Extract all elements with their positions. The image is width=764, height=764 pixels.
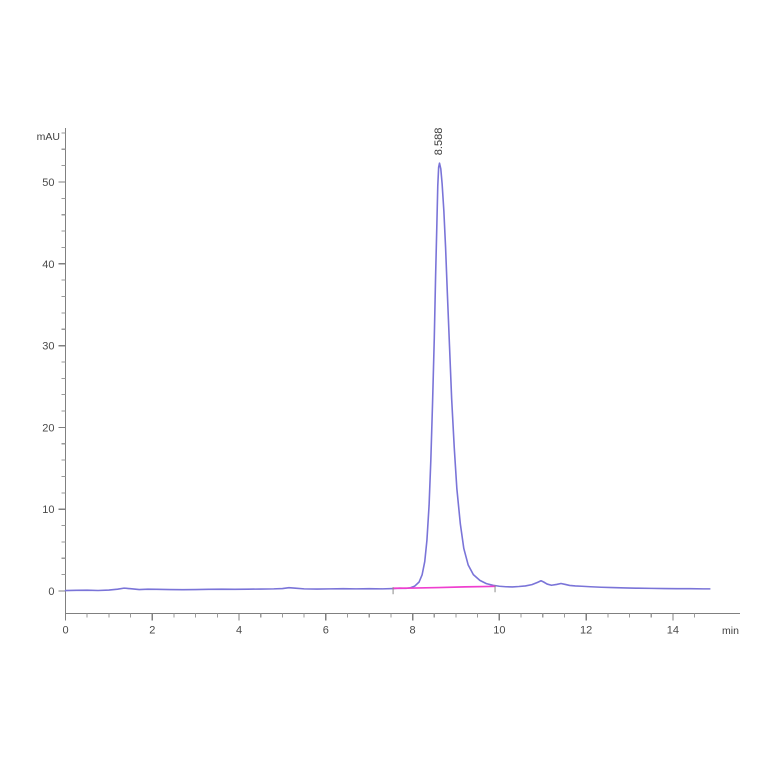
- x-tick-label: 0: [62, 625, 68, 637]
- x-axis-tick-labels: 0 2 4 6 8 10 12 14: [62, 625, 679, 637]
- data-series-group: [64, 162, 711, 595]
- x-tick-label: 10: [493, 625, 505, 637]
- y-tick-label: 50: [42, 177, 54, 189]
- y-axis-tick-labels: 0 10 20 30 40 50: [42, 177, 54, 598]
- peak-retention-time-label: 8.588: [433, 128, 445, 156]
- x-tick-label: 8: [410, 625, 416, 637]
- integration-baseline-trace: [392, 585, 496, 590]
- x-tick-label: 4: [236, 625, 242, 637]
- y-axis-ticks: [58, 132, 66, 592]
- y-tick-label: 20: [42, 422, 54, 434]
- x-tick-label: 12: [580, 625, 592, 637]
- x-axis-ticks: [64, 613, 696, 621]
- y-tick-label: 10: [42, 504, 54, 516]
- uv-signal-trace: [64, 162, 711, 592]
- y-tick-label: 40: [42, 259, 54, 271]
- annotation-group: 8.588: [433, 128, 445, 156]
- x-tick-label: 6: [323, 625, 329, 637]
- x-tick-label: 2: [149, 625, 155, 637]
- y-tick-label: 30: [42, 341, 54, 353]
- x-tick-label: 14: [667, 625, 679, 637]
- y-axis-title: mAU: [37, 131, 60, 143]
- x-axis-title: min: [722, 625, 739, 637]
- y-tick-label: 0: [48, 586, 54, 598]
